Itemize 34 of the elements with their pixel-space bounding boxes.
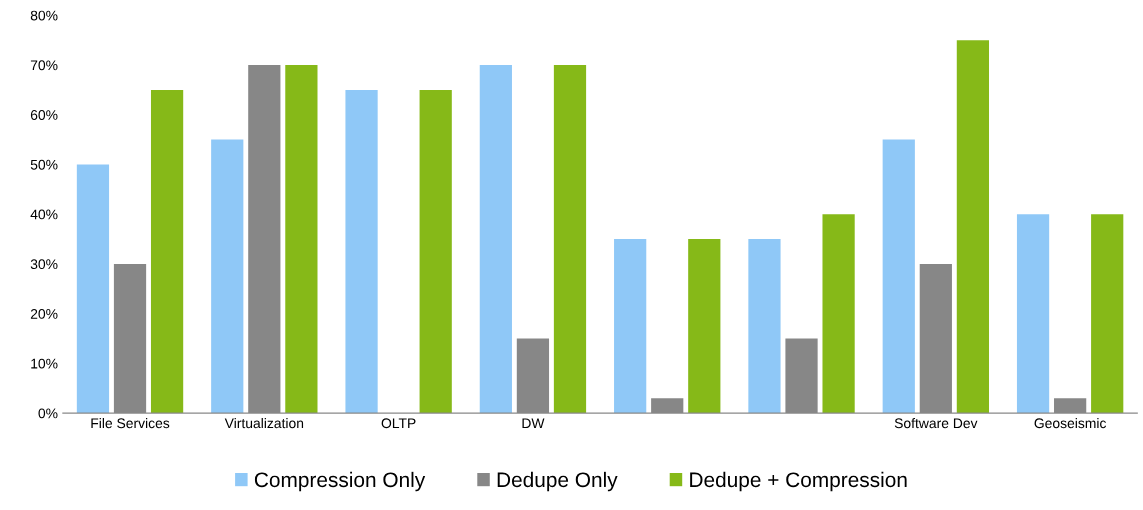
bar (688, 239, 721, 414)
legend-label: Compression Only (254, 471, 426, 492)
x-tick-label: DW (522, 418, 545, 429)
x-tick-label: OLTP (381, 418, 416, 429)
x-tick-label: File Services (91, 417, 170, 429)
y-tick-label: 0% (38, 408, 58, 419)
y-tick-label: 30% (30, 259, 58, 270)
bar (150, 89, 184, 414)
y-tick-label: 40% (30, 209, 58, 220)
x-tick-label: Software Dev (894, 417, 978, 429)
bar (285, 65, 318, 414)
bar (1091, 214, 1124, 414)
bar (956, 40, 990, 414)
bar (211, 139, 244, 414)
y-tick-label: 50% (30, 159, 58, 170)
legend-label: Dedupe + Compression (690, 471, 907, 492)
legend-label: Dedupe Only (497, 471, 618, 492)
y-tick-label: 70% (30, 60, 58, 71)
x-tick-label: Geoseismic (1034, 417, 1107, 429)
bar (345, 89, 378, 414)
bar (479, 65, 512, 414)
y-tick-label: 10% (31, 358, 58, 369)
bar (882, 139, 915, 414)
x-tick-label: Virtualization (224, 417, 304, 429)
bar (614, 239, 647, 414)
bar (748, 239, 781, 414)
y-tick-label: 60% (30, 110, 58, 120)
y-tick-label: 20% (30, 308, 58, 319)
bar (76, 164, 110, 414)
y-tick-label: 80% (30, 10, 58, 21)
bar (553, 65, 587, 414)
bar (822, 214, 855, 414)
bar (1016, 214, 1050, 414)
bar (419, 89, 452, 414)
